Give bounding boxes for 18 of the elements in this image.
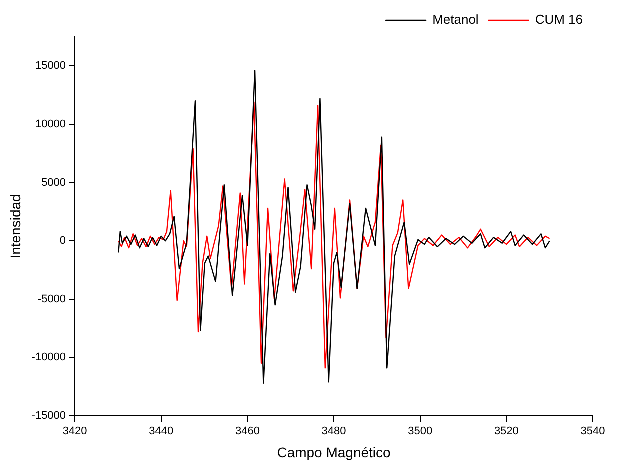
x-tick-label: 3420 <box>62 426 88 438</box>
y-tick-label: -15000 <box>32 410 66 422</box>
legend-label: Metanol <box>432 12 479 28</box>
legend-label: CUM 16 <box>535 12 584 28</box>
y-tick-label: 15000 <box>35 60 66 72</box>
x-tick-label: 3440 <box>149 426 174 438</box>
y-tick-label: 0 <box>60 235 66 248</box>
x-tick-label: 3540 <box>580 426 606 438</box>
x-tick-label: 3500 <box>408 426 433 438</box>
x-tick-label: 3460 <box>235 426 260 438</box>
y-axis-title: Intensidad <box>7 194 24 259</box>
y-tick-label: -10000 <box>32 352 66 364</box>
x-axis-title: Campo Magnético <box>277 444 392 460</box>
y-tick-label: 10000 <box>35 118 66 130</box>
x-tick-label: 3520 <box>494 426 519 438</box>
x-tick-label: 3480 <box>322 426 346 438</box>
y-tick-label: -5000 <box>38 293 66 306</box>
y-tick-label: 5000 <box>42 176 66 189</box>
